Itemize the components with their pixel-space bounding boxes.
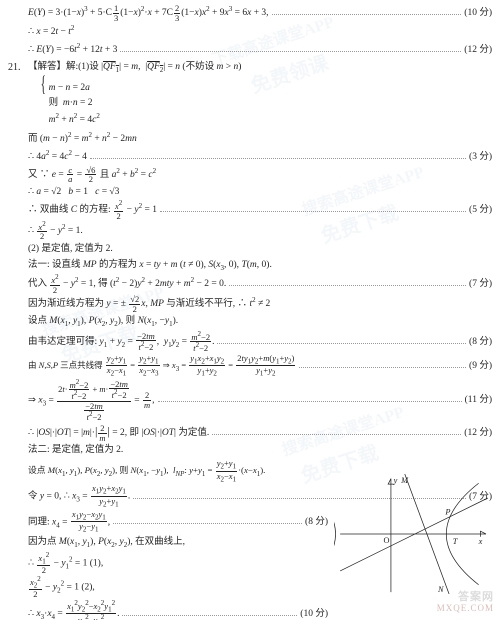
text: 同理: x4 = x1y2−x2y1y2−y1, [28,510,110,534]
dot-leader [120,46,461,52]
text: 因为点 M(x1, y1), P(x2, y2), 在双曲线上, [28,535,185,551]
line-eccentricity: 又 ∵ e = ca = √62 且 a2 + b2 = c2 [28,166,492,184]
text: 【解答】解:(1)设 |QF1| = m, |QF2| = n (不妨设 m >… [28,60,241,76]
dot-leader [160,206,466,212]
points: (10 分) [300,607,328,620]
text: ⇒ x3 = 2t·m2−2t2−2 + m·−2tmt2−2−2tmt2−2 … [28,379,155,421]
text: 设点 M(x1, y1), P(x2, y2), 则 N(x1, −y1), l… [28,459,265,483]
line-collinear: 由 N,S,P 三点共线得 y2+y1x2−x1 = y2+y1x2−x3 ⇒ … [28,354,492,378]
text: 令 y = 0, ∴ x3 = x1y2+x2y1y2+y1. [28,484,130,508]
text: 因为渐近线方程为 y = ± √22x, MP 与渐近线不平行, ∴ t2 ≠ … [28,295,270,313]
label-x: x [478,537,483,546]
dot-leader [272,9,462,15]
text: ∴ x22 − y2 = 1. [28,221,83,241]
line-substitute: 代入 x22 − y2 = 1, 得 (t2 − 2)y2 + 2mty + m… [28,274,492,294]
text: ∴ x122 − y12 = 1 (1), [28,552,103,575]
text: ∴ E(Y) = −6t2 + 12t + 3 [28,41,117,58]
text: 法二: 是定值, 定值为 2. [28,443,123,458]
line-ey-expand: E(Y) = 3·(1−x)3 + 5·C13(1−x)2·x + 7C23(1… [28,4,492,22]
points: (7 分) [469,277,492,292]
q21-header: 21. 【解答】解:(1)设 |QF1| = m, |QF2| = n (不妨设… [28,60,492,76]
line-x-eq: ∴ x = 2t − t2 [28,23,492,40]
line-curve-eq: ∴ 双曲线 C 的方程: x22 − y2 = 1 (5 分) [28,200,492,220]
line-eq1: ∴ x122 − y12 = 1 (1), [28,552,318,575]
dot-leader [299,362,466,368]
text: (2) 是定值, 定值为 2. [28,242,113,257]
points: (12 分) [464,43,492,58]
text: 设点 M(x1, y1), P(x2, y2), 则 N(x1, −y1). [28,314,178,330]
question-number: 21. [8,60,21,76]
dot-leader [90,153,466,159]
line-part2: (2) 是定值, 定值为 2. [28,242,492,257]
text: 代入 x22 − y2 = 1, 得 (t2 − 2)y2 + 2mty + m… [28,274,226,294]
line-osot: ∴ |OS|·|OT| = |m|·|2m| = 2, 即 |OS|·|OT| … [28,422,492,442]
line-vieta: 由韦达定理可得: y1 + y2 = −2tmt2−2, y1y2 = m2−2… [28,331,492,353]
text: 法一: 设直线 MP 的方程为 x = ty + m (t ≠ 0), S(x3… [28,258,272,274]
points: (9 分) [469,359,492,374]
text: ∴ x = 2t − t2 [28,23,74,40]
line-method1-setup: 法一: 设直线 MP 的方程为 x = ty + m (t ≠ 0), S(x3… [28,258,492,274]
points: (11 分) [465,393,492,408]
points: (10 分) [464,6,492,21]
line-on-curve: 因为点 M(x1, y1), P(x2, y2), 在双曲线上, [28,535,318,551]
text: x222 − y22 = 1 (2), [28,576,95,599]
points: (3 分) [469,150,492,165]
text: E(Y) = 3·(1−x)3 + 5·C13(1−x)2·x + 7C23(1… [28,4,269,22]
footer-watermark-bottom: MXQE.COM [437,602,494,616]
label-m: M [400,476,409,485]
text: ∴ |OS|·|OT| = |m|·|2m| = 2, 即 |OS|·|OT| … [28,422,209,442]
text: m − n = 2a 则 m·n = 2 m2 + n2 = 4c2 [49,81,100,127]
label-y: y [393,476,398,485]
label-t: T [453,537,459,546]
line-ey-final: ∴ E(Y) = −6t2 + 12t + 3 (12 分) [28,41,492,58]
points: (12 分) [464,426,492,441]
text: ∴ a = √2 b = 1 c = √3 [28,185,119,200]
dot-leader [113,518,302,524]
line-method2: 法二: 是定值, 定值为 2. [28,443,492,458]
dot-leader [158,396,462,402]
brace-system: { m − n = 2a 则 m·n = 2 m2 + n2 = 4c2 [38,77,492,127]
line-abc: ∴ a = √2 b = 1 c = √3 [28,185,492,200]
line-x3x4: ∴ x3·x4 = x12y22−x22y12y22−y12. (10 分) [28,600,328,620]
left-brace: { [41,78,46,90]
text: ∴ x3·x4 = x12y22−x22y12y22−y12. [28,600,119,620]
line-setpoints: 设点 M(x1, y1), P(x2, y2), 则 N(x1, −y1). [28,314,492,330]
label-n: N [437,585,444,594]
line-4a2: ∴ 4a2 = 4c2 − 4 (3 分) [28,148,492,165]
points: (8 分) [469,335,492,350]
line-x3-compute: ⇒ x3 = 2t·m2−2t2−2 + m·−2tmt2−2−2tmt2−2 … [28,379,492,421]
text: ∴ 4a2 = 4c2 − 4 [28,148,87,165]
points: (8 分) [305,515,328,530]
line-mn-expand: 而 (m − n)2 = m2 + n2 − 2mn [28,130,492,147]
dot-leader [122,610,297,616]
line-x4: 同理: x4 = x1y2−x2y1y2−y1, (8 分) [28,510,328,534]
text: 由 N,S,P 三点共线得 y2+y1x2−x1 = y2+y1x2−x3 ⇒ … [28,354,296,378]
points: (5 分) [469,203,492,218]
label-p: P [444,508,450,517]
text: 由韦达定理可得: y1 + y2 = −2tmt2−2, y1y2 = m2−2… [28,331,214,353]
math-solution-page: 下载高途课堂APP免费领课搜索高途课堂APP免费下载搜索高途课堂APP免费下载搜… [0,0,500,620]
text: ∴ 双曲线 C 的方程: x22 − y2 = 1 [28,200,157,220]
label-o: O [384,536,390,545]
hyperbola-left [334,483,336,585]
line-eq2: x222 − y22 = 1 (2), [28,576,318,599]
line-curve-eq-repeat: ∴ x22 − y2 = 1. [28,221,492,241]
dot-leader [229,280,466,286]
text: 又 ∵ e = ca = √62 且 a2 + b2 = c2 [28,166,156,184]
secant-np [340,498,488,571]
text: 而 (m − n)2 = m2 + n2 − 2mn [28,130,137,147]
dot-leader [212,429,461,435]
line-asymptote: 因为渐近线方程为 y = ± √22x, MP 与渐近线不平行, ∴ t2 ≠ … [28,295,492,313]
dot-leader [217,338,466,344]
hyperbola-graph: y x O M N P T [334,474,494,594]
